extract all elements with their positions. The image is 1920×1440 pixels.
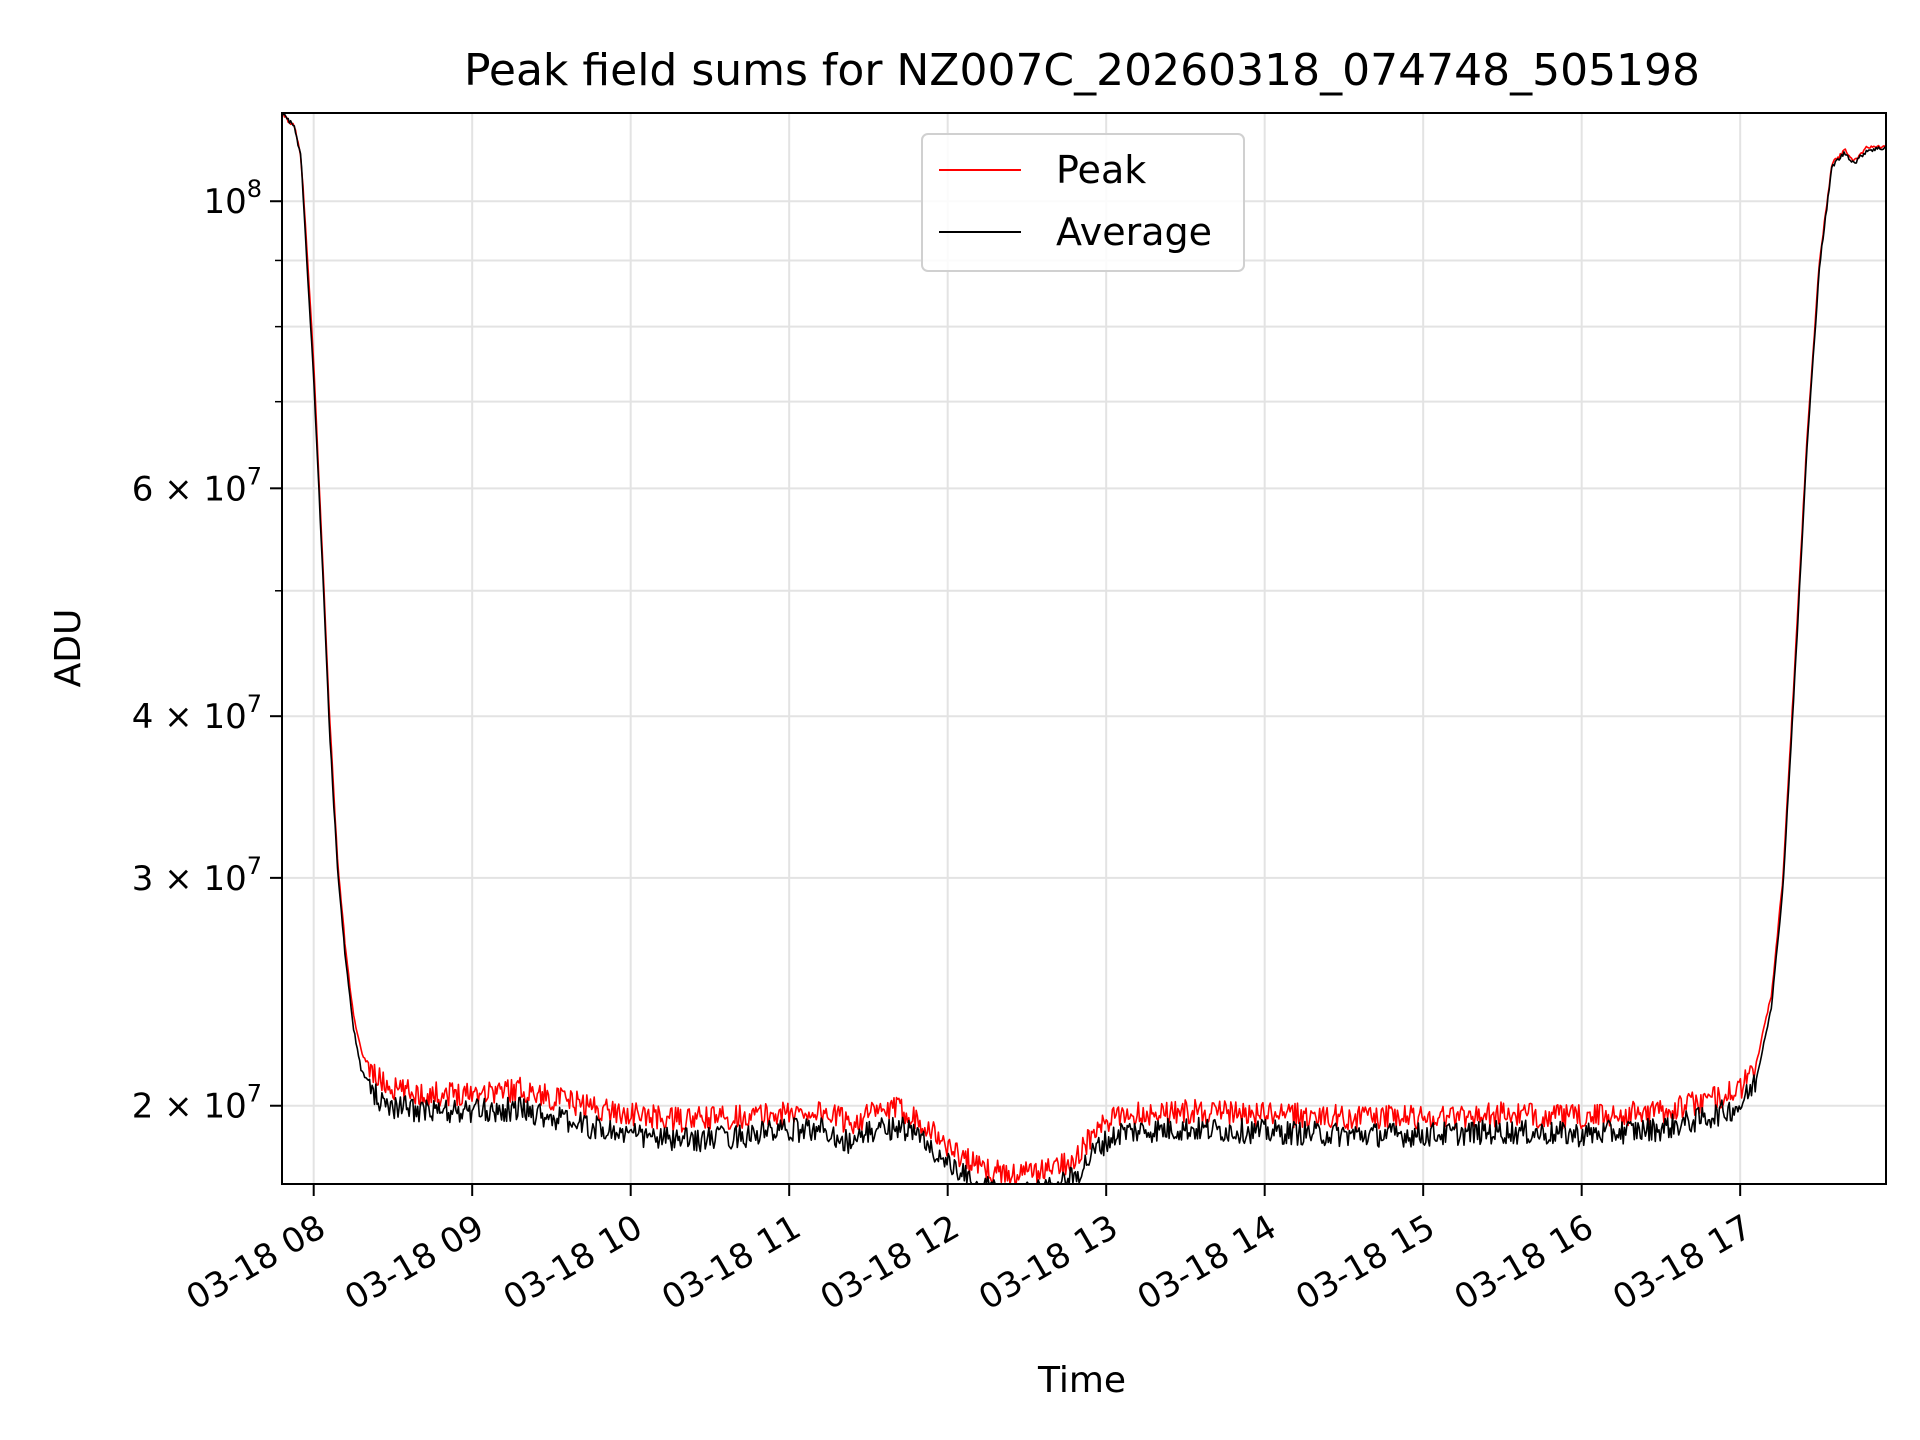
legend-label-average: Average [1056,210,1212,254]
legend-box [921,133,1245,272]
x-tick-label: 03-18 11 [655,1207,807,1318]
x-tick-label: 03-18 09 [338,1207,490,1318]
y-tick-label: 6 × 107 [132,462,262,509]
x-tick-label: 03-18 14 [1131,1207,1283,1318]
x-tick-label: 03-18 16 [1448,1207,1600,1318]
y-tick-label: 4 × 107 [132,690,262,737]
x-tick-label: 03-18 13 [972,1207,1124,1318]
series-line-average [281,112,1887,1185]
y-axis-label: ADU [48,609,89,688]
series-layer [281,112,1887,1185]
x-axis-label: Time [1037,1360,1126,1401]
series-line-peak [282,112,1887,1185]
chart-title: Peak field sums for NZ007C_20260318_0747… [464,45,1700,96]
x-tick-label: 03-18 08 [180,1207,332,1318]
legend: Peak Average [921,133,1245,272]
y-tick-label: 2 × 107 [132,1080,262,1127]
y-tick-label: 3 × 107 [132,852,262,899]
y-tick-label: 108 [203,175,262,222]
plot-frame [281,112,1887,1185]
x-tick-label: 03-18 12 [814,1207,966,1318]
x-tick-label: 03-18 10 [497,1207,649,1318]
grid-layer [282,113,1886,1184]
x-tick-label: 03-18 15 [1289,1207,1441,1318]
x-tick-label: 03-18 17 [1606,1207,1758,1318]
legend-label-peak: Peak [1056,148,1146,192]
